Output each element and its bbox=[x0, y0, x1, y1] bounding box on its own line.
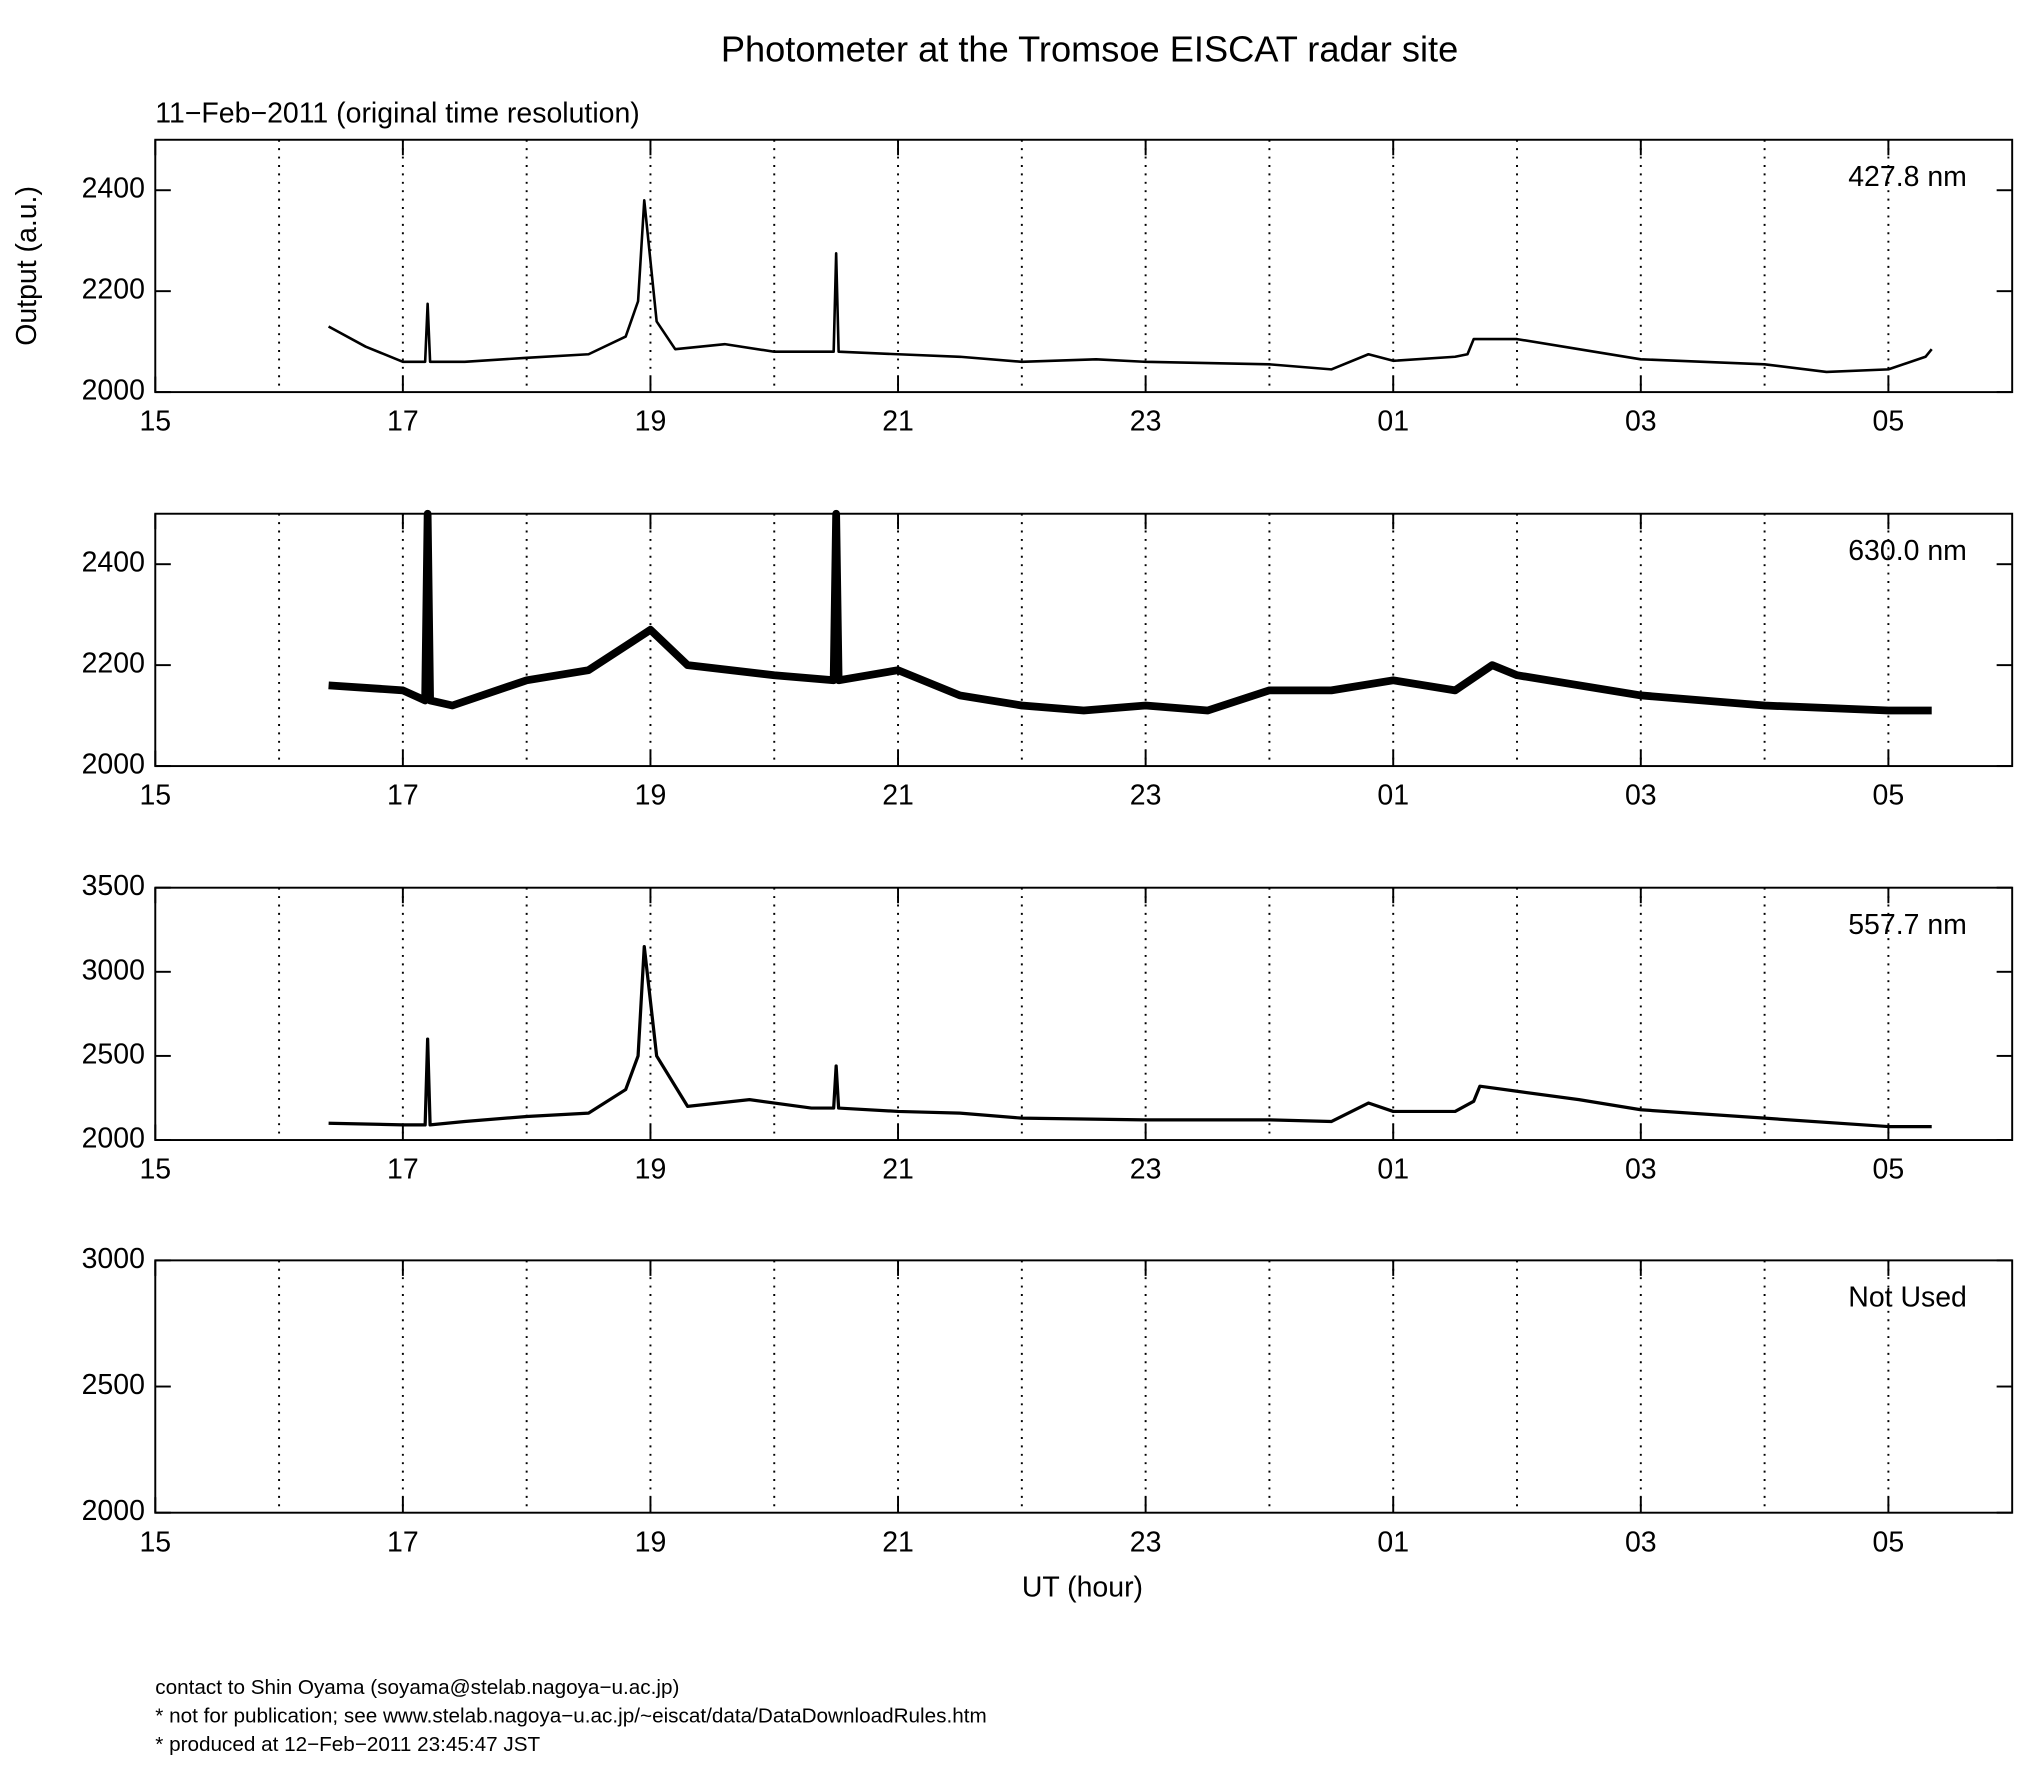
x-tick-label: 23 bbox=[1130, 1154, 1162, 1186]
x-tick-label: 23 bbox=[1130, 780, 1162, 812]
y-tick-label: 2400 bbox=[82, 173, 145, 205]
y-tick-label: 2200 bbox=[82, 648, 145, 680]
y-tick-label: 2500 bbox=[82, 1369, 145, 1401]
y-tick-label: 3500 bbox=[82, 870, 145, 902]
x-tick-label: 23 bbox=[1130, 1526, 1162, 1558]
y-axis-label: Output (a.u.) bbox=[11, 186, 43, 346]
x-tick-label: 17 bbox=[387, 406, 419, 438]
x-tick-label: 01 bbox=[1377, 780, 1409, 812]
x-tick-label: 01 bbox=[1377, 406, 1409, 438]
data-line bbox=[327, 199, 1933, 374]
x-tick-label: 03 bbox=[1625, 1154, 1657, 1186]
x-tick-label: 17 bbox=[387, 1526, 419, 1558]
panel-label: 427.8 nm bbox=[1848, 161, 1967, 193]
plot-frame bbox=[154, 886, 2014, 1142]
panel-label: Not Used bbox=[1848, 1282, 1967, 1314]
footer-line: * not for publication; see www.stelab.na… bbox=[155, 1705, 986, 1728]
y-tick-label: 2000 bbox=[82, 749, 145, 781]
footer-line: contact to Shin Oyama (soyama@stelab.nag… bbox=[155, 1676, 679, 1699]
x-tick-label: 19 bbox=[635, 1526, 667, 1558]
x-tick-label: 17 bbox=[387, 780, 419, 812]
x-tick-label: 19 bbox=[635, 406, 667, 438]
y-tick-label: 2400 bbox=[82, 547, 145, 579]
plot-frame bbox=[154, 138, 2014, 394]
x-tick-label: 03 bbox=[1625, 780, 1657, 812]
x-tick-label: 03 bbox=[1625, 1526, 1657, 1558]
x-tick-label: 03 bbox=[1625, 406, 1657, 438]
x-tick-label: 15 bbox=[139, 1154, 171, 1186]
x-tick-label: 15 bbox=[139, 1526, 171, 1558]
x-tick-label: 15 bbox=[139, 780, 171, 812]
plot-frame bbox=[154, 1259, 2014, 1514]
x-tick-label: 21 bbox=[882, 1154, 914, 1186]
x-tick-label: 01 bbox=[1377, 1154, 1409, 1186]
x-tick-label: 19 bbox=[635, 780, 667, 812]
subtitle: 11−Feb−2011 (original time resolution) bbox=[155, 98, 640, 130]
x-tick-label: 05 bbox=[1873, 406, 1905, 438]
data-line bbox=[328, 944, 1932, 1129]
x-tick-label: 01 bbox=[1377, 1526, 1409, 1558]
x-axis-label: UT (hour) bbox=[1022, 1572, 1143, 1604]
x-tick-label: 17 bbox=[387, 1154, 419, 1186]
y-tick-label: 2500 bbox=[82, 1038, 145, 1070]
x-tick-label: 15 bbox=[139, 406, 171, 438]
y-tick-label: 2000 bbox=[82, 1495, 145, 1527]
y-tick-label: 2000 bbox=[82, 1123, 145, 1155]
x-tick-label: 05 bbox=[1873, 1526, 1905, 1558]
x-tick-label: 05 bbox=[1873, 1154, 1905, 1186]
x-tick-label: 21 bbox=[882, 406, 914, 438]
x-tick-label: 19 bbox=[635, 1154, 667, 1186]
x-tick-label: 21 bbox=[882, 780, 914, 812]
panel-label: 630.0 nm bbox=[1848, 535, 1967, 567]
panel-label: 557.7 nm bbox=[1848, 909, 1967, 941]
x-tick-label: 21 bbox=[882, 1526, 914, 1558]
y-tick-label: 3000 bbox=[82, 1243, 145, 1275]
y-tick-label: 3000 bbox=[82, 954, 145, 986]
figure-title: Photometer at the Tromsoe EISCAT radar s… bbox=[721, 28, 1458, 69]
footer-line: * produced at 12−Feb−2011 23:45:47 JST bbox=[155, 1733, 540, 1756]
data-line bbox=[328, 509, 1932, 715]
x-tick-label: 23 bbox=[1130, 406, 1162, 438]
y-tick-label: 2000 bbox=[82, 375, 145, 407]
x-tick-label: 05 bbox=[1873, 780, 1905, 812]
plot-frame bbox=[154, 512, 2014, 768]
y-tick-label: 2200 bbox=[82, 274, 145, 306]
